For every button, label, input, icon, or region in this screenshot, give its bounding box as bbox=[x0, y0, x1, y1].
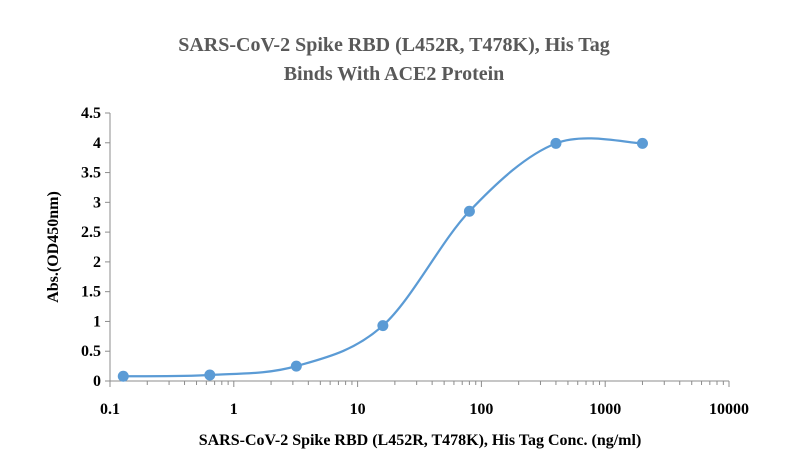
y-tick-label: 1 bbox=[93, 313, 101, 330]
x-tick-label: 100 bbox=[469, 401, 493, 418]
data-point bbox=[463, 205, 475, 217]
y-tick-label: 1.5 bbox=[81, 284, 101, 301]
series-line bbox=[123, 137, 643, 378]
y-tick-label: 0 bbox=[93, 373, 101, 390]
y-axis-label: Abs.(OD450nm) bbox=[45, 191, 62, 303]
x-tick-label: 10000 bbox=[709, 401, 749, 418]
y-tick-label: 3.5 bbox=[81, 165, 101, 182]
data-point bbox=[377, 320, 389, 332]
y-tick-label: 2 bbox=[93, 254, 101, 271]
data-point bbox=[204, 369, 216, 381]
x-tick-label: 10 bbox=[350, 401, 366, 418]
data-point bbox=[117, 370, 129, 382]
y-tick-label: 0.5 bbox=[81, 343, 101, 360]
x-tick-label: 0.1 bbox=[100, 401, 120, 418]
data-point bbox=[636, 137, 648, 149]
x-tick-label: 1000 bbox=[589, 401, 621, 418]
data-point bbox=[550, 137, 562, 149]
y-tick-label: 2.5 bbox=[81, 224, 101, 241]
y-tick-label: 3 bbox=[93, 194, 101, 211]
x-tick-label: 1 bbox=[230, 401, 238, 418]
y-tick-label: 4.5 bbox=[81, 105, 101, 122]
y-tick-label: 4 bbox=[93, 135, 101, 152]
chart-title-line-2: Binds With ACE2 Protein bbox=[284, 63, 505, 85]
data-point bbox=[290, 360, 302, 372]
chart-title-line-1: SARS-CoV-2 Spike RBD (L452R, T478K), His… bbox=[178, 34, 610, 56]
x-axis-label: SARS-CoV-2 Spike RBD (L452R, T478K), His… bbox=[199, 432, 642, 449]
